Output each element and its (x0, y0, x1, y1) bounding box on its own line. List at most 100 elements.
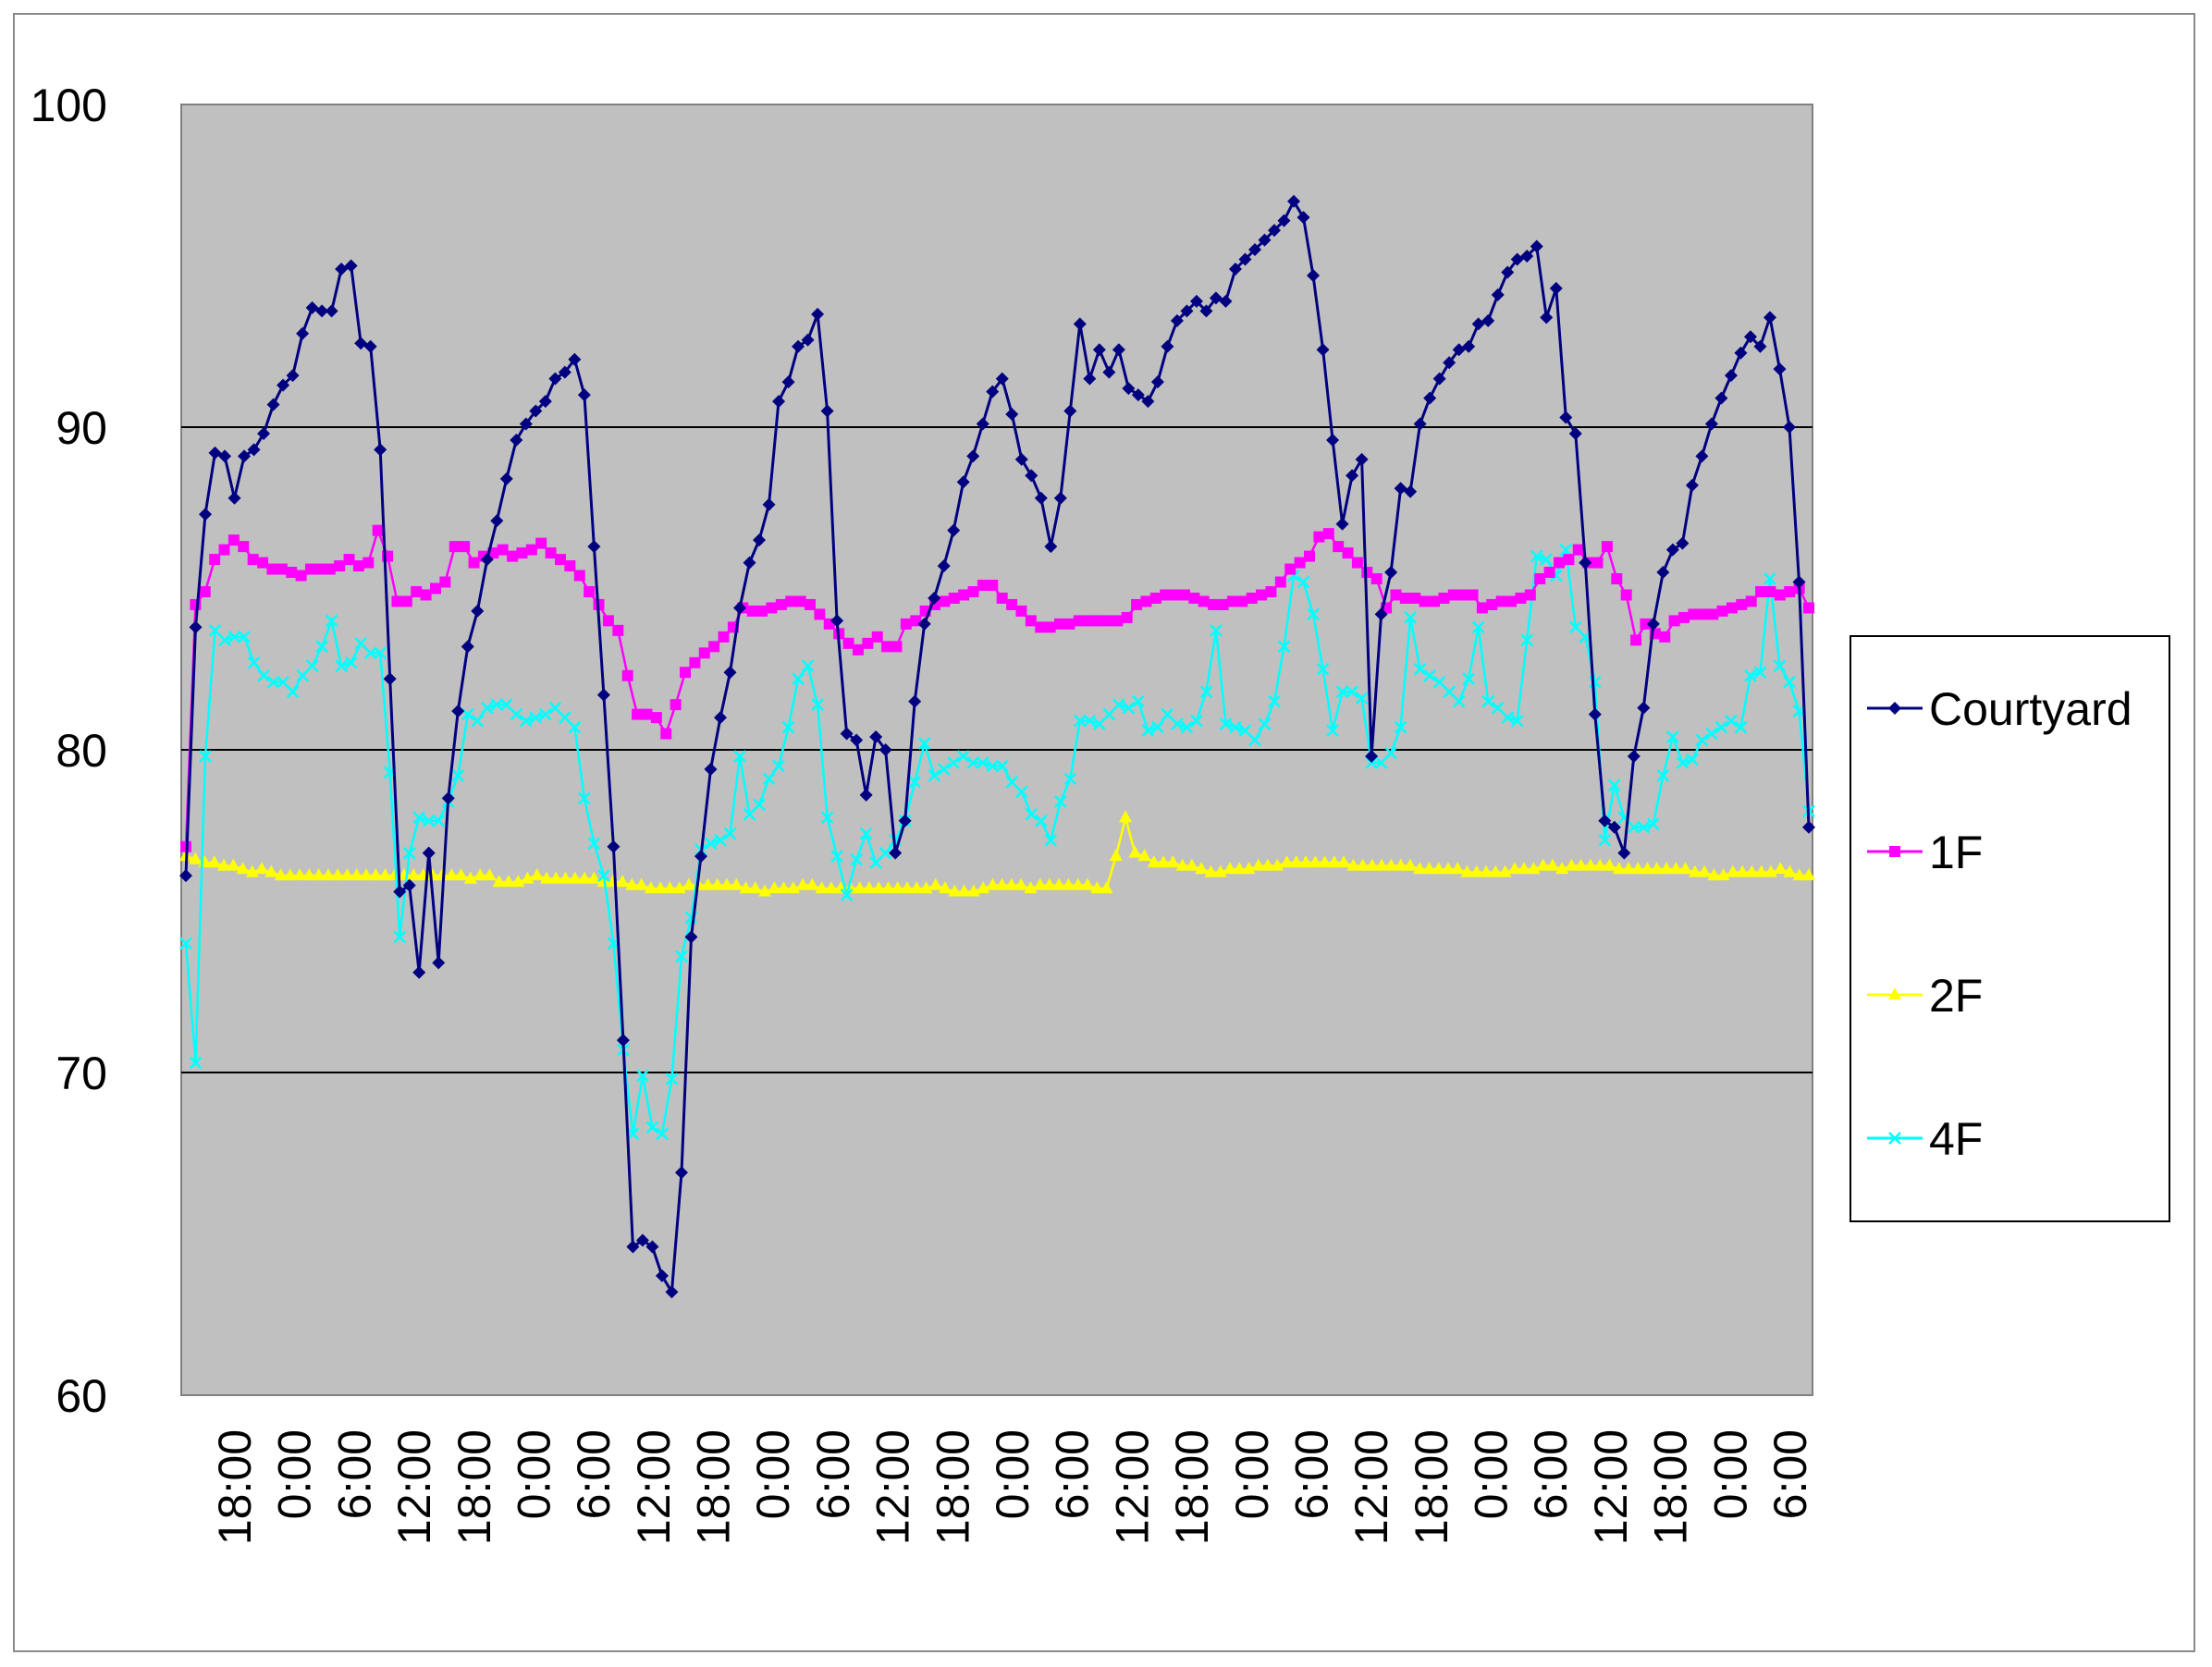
data-point (1258, 717, 1272, 730)
legend-label: 1F (1929, 827, 1983, 878)
data-point (529, 711, 543, 724)
data-point (1322, 528, 1334, 540)
data-point (402, 846, 416, 860)
data-point (976, 756, 989, 769)
data-point (459, 541, 471, 553)
data-point (1083, 372, 1097, 386)
data-point (830, 850, 843, 864)
data-point (1092, 615, 1104, 627)
data-point (1280, 855, 1294, 868)
data-point (286, 369, 300, 383)
data-point (1119, 810, 1133, 823)
data-point (1399, 592, 1411, 604)
data-point (1555, 862, 1569, 875)
data-point (756, 605, 768, 617)
data-point (538, 707, 552, 721)
data-point (1714, 391, 1728, 405)
data-point (1734, 346, 1748, 360)
data-point (1160, 589, 1172, 601)
data-point (227, 630, 241, 644)
data-point (1394, 720, 1407, 734)
data-point (1637, 820, 1651, 834)
data-point (344, 259, 358, 273)
data-point (1005, 776, 1019, 789)
x-tick-label: 18:00 (209, 1429, 261, 1545)
data-point (350, 868, 363, 881)
data-point (1627, 820, 1641, 834)
data-point (374, 443, 387, 457)
data-point (859, 827, 873, 840)
data-point (704, 837, 718, 851)
data-point (1248, 733, 1261, 747)
data-point (928, 591, 941, 605)
data-point (859, 788, 873, 802)
data-point (1432, 372, 1446, 386)
data-point (850, 733, 864, 747)
data-point (862, 881, 876, 894)
data-point (977, 881, 990, 894)
data-point (199, 750, 212, 763)
data-point (948, 592, 960, 604)
data-point (1112, 698, 1125, 712)
x-tick-label: 18:00 (688, 1429, 740, 1545)
data-point (645, 1240, 659, 1254)
data-point (471, 604, 485, 618)
data-point (1530, 239, 1543, 253)
data-point (1268, 224, 1282, 238)
data-point (1296, 211, 1310, 225)
data-point (208, 446, 222, 460)
data-point (1238, 252, 1252, 266)
data-point (1063, 404, 1077, 418)
data-point (781, 375, 795, 389)
data-point (1404, 611, 1418, 624)
data-point (811, 307, 825, 321)
data-point (1607, 778, 1621, 792)
data-point (227, 858, 240, 871)
data-point (507, 550, 519, 562)
data-point (1744, 668, 1757, 682)
data-point (276, 675, 289, 689)
data-point (568, 871, 582, 884)
data-point (363, 646, 377, 660)
data-point (710, 877, 724, 890)
data-point (1489, 864, 1503, 877)
data-point (891, 641, 903, 653)
data-point (1247, 243, 1261, 257)
data-point (286, 685, 300, 699)
data-point (785, 595, 797, 607)
data-point (483, 868, 497, 881)
data-point (775, 598, 787, 610)
data-point (1545, 858, 1559, 871)
data-point (1109, 849, 1123, 862)
data-point (1374, 607, 1388, 621)
data-point (1568, 620, 1582, 634)
data-point (607, 840, 621, 853)
data-point (1725, 714, 1738, 728)
data-point (718, 631, 730, 643)
data-point (331, 868, 345, 881)
data-point (616, 1034, 630, 1048)
data-point (510, 433, 523, 447)
x-tick-label: 6:00 (328, 1429, 380, 1519)
data-point (986, 385, 1000, 398)
data-point (525, 544, 537, 556)
data-point (1432, 675, 1446, 689)
x-tick-label: 0:00 (987, 1429, 1038, 1519)
data-point (1054, 618, 1065, 630)
data-point (436, 868, 449, 881)
data-point (321, 868, 335, 881)
data-point (1754, 864, 1768, 877)
data-point (1326, 433, 1340, 447)
series-2f (179, 810, 1815, 897)
data-point (1233, 862, 1247, 875)
data-point (1271, 858, 1284, 871)
data-point (1802, 868, 1815, 881)
data-point (1370, 573, 1382, 585)
data-point (612, 624, 624, 636)
data-point (548, 701, 562, 715)
data-point (1745, 864, 1759, 877)
data-point (1394, 482, 1407, 496)
data-point (1299, 855, 1313, 868)
data-point (1665, 543, 1679, 557)
data-point (1375, 858, 1389, 871)
